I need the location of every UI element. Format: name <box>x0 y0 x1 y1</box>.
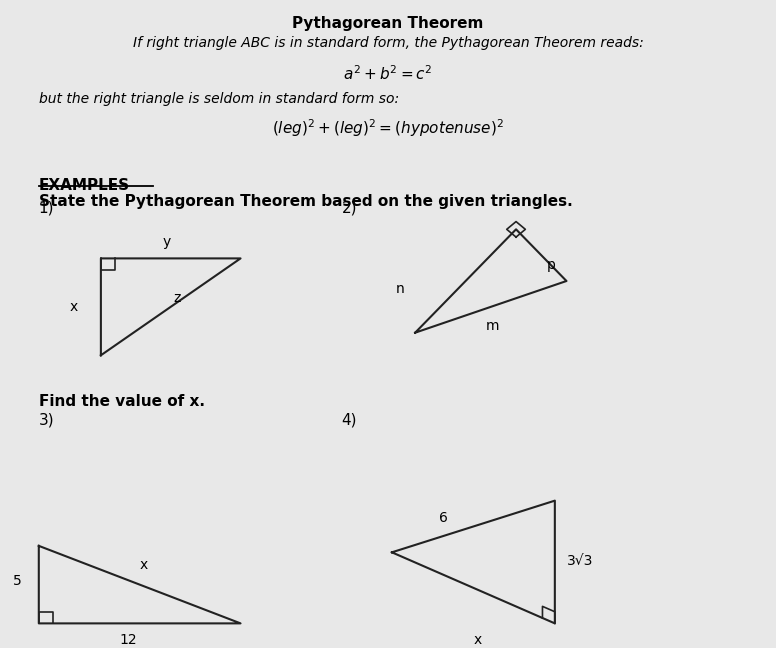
Text: 6: 6 <box>439 511 449 525</box>
Text: Find the value of x.: Find the value of x. <box>39 394 205 409</box>
Text: Pythagorean Theorem: Pythagorean Theorem <box>293 16 483 31</box>
Text: x: x <box>70 300 78 314</box>
Text: State the Pythagorean Theorem based on the given triangles.: State the Pythagorean Theorem based on t… <box>39 194 573 209</box>
Text: $(leg)^2 + (leg)^2 = (hypotenuse)^2$: $(leg)^2 + (leg)^2 = (hypotenuse)^2$ <box>272 117 504 139</box>
Text: If right triangle ABC is in standard form, the Pythagorean Theorem reads:: If right triangle ABC is in standard for… <box>133 36 643 49</box>
Text: 5: 5 <box>12 574 22 588</box>
Text: y: y <box>163 235 171 249</box>
Text: p: p <box>546 258 556 272</box>
Text: EXAMPLES: EXAMPLES <box>39 178 130 192</box>
Text: 3): 3) <box>39 412 54 427</box>
Text: 12: 12 <box>120 632 137 647</box>
Text: m: m <box>486 319 500 333</box>
Text: 3√3: 3√3 <box>567 554 594 568</box>
Text: $a^2 + b^2 = c^2$: $a^2 + b^2 = c^2$ <box>343 65 433 84</box>
Text: 1): 1) <box>39 200 54 215</box>
Text: but the right triangle is seldom in standard form so:: but the right triangle is seldom in stan… <box>39 92 399 106</box>
Text: 4): 4) <box>341 412 357 427</box>
Text: 2): 2) <box>341 200 357 215</box>
Text: x: x <box>473 632 481 647</box>
Text: x: x <box>140 558 147 572</box>
Text: z: z <box>173 292 181 305</box>
Text: n: n <box>396 283 405 296</box>
